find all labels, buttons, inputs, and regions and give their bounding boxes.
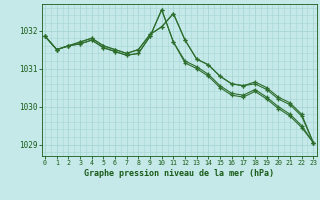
X-axis label: Graphe pression niveau de la mer (hPa): Graphe pression niveau de la mer (hPa) <box>84 169 274 178</box>
